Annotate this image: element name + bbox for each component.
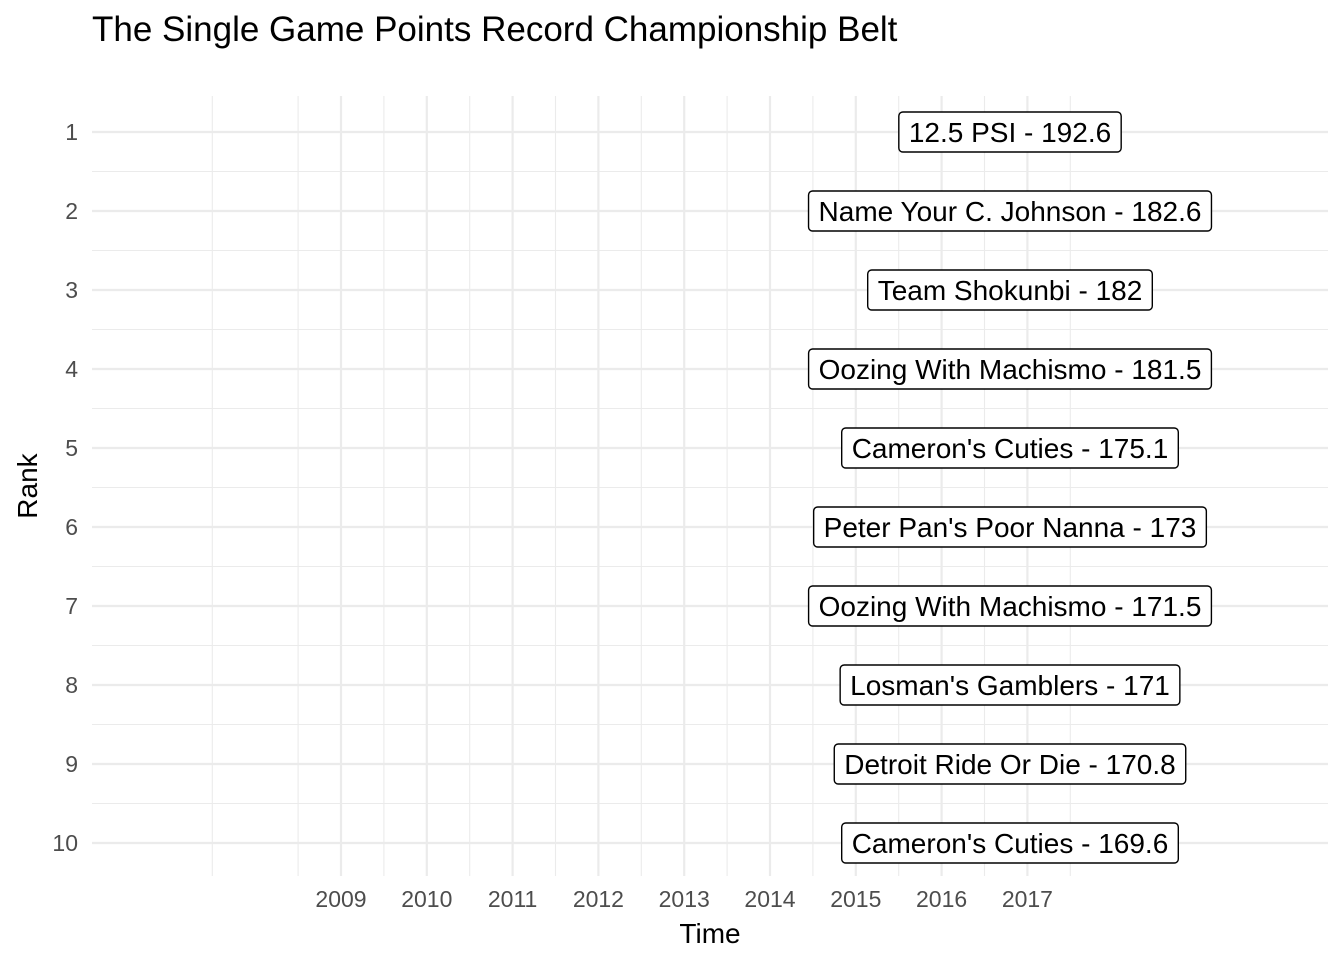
record-label-text: Oozing With Machismo - 181.5 [819,354,1202,385]
record-labels: 12.5 PSI - 192.6 Name Your C. Johnson - 1… [807,111,1213,864]
record-label-box [833,743,1187,785]
x-tick-label: 2010 [401,886,452,912]
y-tick-label: 9 [65,751,78,777]
record-label: Losman's Gamblers - 171 [839,664,1181,706]
record-label-text: Detroit Ride Or Die - 170.8 [844,749,1175,780]
record-label-text: Oozing With Machismo - 171.5 [819,591,1202,622]
x-tick-label: 2016 [916,886,967,912]
x-tick-label: 2014 [744,886,795,912]
y-tick-label: 3 [65,277,78,303]
record-label-box [898,111,1122,153]
y-tick-label: 4 [65,356,78,382]
record-label: Oozing With Machismo - 181.5 [807,348,1213,390]
y-axis-ticks: 1 2 3 4 5 6 7 8 9 10 [52,119,78,856]
record-label-text: Name Your C. Johnson - 182.6 [819,196,1202,227]
chart-title: The Single Game Points Record Championsh… [92,10,898,49]
record-label-text: Losman's Gamblers - 171 [850,670,1170,701]
record-label-text: Cameron's Cuties - 175.1 [852,433,1169,464]
record-label-text: Peter Pan's Poor Nanna - 173 [824,512,1197,543]
y-tick-label: 7 [65,593,78,619]
record-label: 12.5 PSI - 192.6 [898,111,1122,153]
x-tick-label: 2013 [659,886,710,912]
x-tick-label: 2011 [488,886,537,912]
record-label-text: 12.5 PSI - 192.6 [909,117,1111,148]
record-label: Oozing With Machismo - 171.5 [807,585,1213,627]
record-label: Cameron's Cuties - 169.6 [840,822,1180,864]
y-tick-label: 1 [65,119,78,145]
y-tick-label: 2 [65,198,78,224]
x-axis-ticks: 2009 2010 2011 2012 2013 2014 2015 2016 2017 [315,886,1053,912]
x-axis-title: Time [679,918,740,949]
x-tick-label: 2017 [1002,886,1053,912]
y-tick-label: 6 [65,514,78,540]
record-label-box [866,269,1154,311]
x-tick-label: 2012 [573,886,624,912]
record-label: Peter Pan's Poor Nanna - 173 [812,506,1208,548]
record-label-box [807,190,1213,232]
record-label-text: Cameron's Cuties - 169.6 [852,828,1169,859]
y-tick-label: 10 [52,830,78,856]
record-label: Cameron's Cuties - 175.1 [840,427,1180,469]
y-tick-label: 5 [65,435,78,461]
x-tick-label: 2015 [830,886,881,912]
record-label: Team Shokunbi - 182 [866,269,1154,311]
x-tick-label: 2009 [315,886,366,912]
y-axis-title: Rank [12,452,43,518]
record-label-box [840,822,1180,864]
y-tick-label: 8 [65,672,78,698]
record-label-box [807,348,1213,390]
record-label-box [839,664,1181,706]
record-label-box [840,427,1180,469]
record-label: Detroit Ride Or Die - 170.8 [833,743,1187,785]
record-label: Name Your C. Johnson - 182.6 [807,190,1213,232]
record-label-box [812,506,1208,548]
record-label-box [807,585,1213,627]
record-label-text: Team Shokunbi - 182 [878,275,1143,306]
